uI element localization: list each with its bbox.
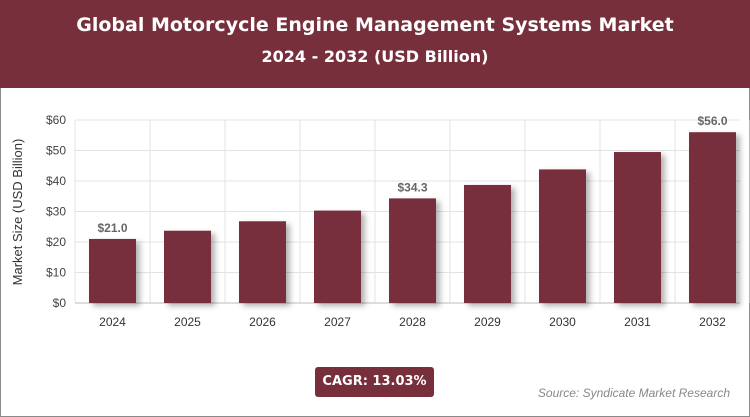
x-tick-label: 2025 (174, 315, 201, 329)
y-tick-label: $10 (46, 266, 66, 280)
y-tick-label: $40 (46, 174, 66, 188)
x-tick-label: 2028 (399, 315, 426, 329)
data-label: $34.3 (397, 180, 427, 194)
source-note: Source: Syndicate Market Research (537, 386, 730, 400)
bar-2028 (389, 198, 436, 303)
x-tick-label: 2031 (624, 315, 651, 329)
bar-2032 (689, 132, 736, 303)
bar-2024 (89, 238, 136, 303)
y-tick-label: $30 (46, 205, 66, 219)
y-axis-label: Market Size (USD Billion) (10, 139, 25, 286)
bar-2026 (239, 221, 286, 303)
x-tick-label: 2027 (324, 315, 351, 329)
x-tick-label: 2030 (549, 315, 576, 329)
bar-2027 (314, 210, 361, 303)
x-tick-label: 2026 (249, 315, 276, 329)
y-tick-label: $0 (53, 296, 67, 310)
bar-2029 (464, 184, 511, 303)
bar-2025 (164, 230, 211, 303)
bar-2030 (539, 169, 586, 303)
data-label: $21.0 (97, 221, 127, 235)
chart-title: Global Motorcycle Engine Management Syst… (76, 14, 674, 36)
x-tick-label: 2032 (699, 315, 726, 329)
y-tick-label: $50 (46, 144, 66, 158)
chart-header: Global Motorcycle Engine Management Syst… (0, 0, 750, 88)
x-tick-label: 2024 (99, 315, 126, 329)
x-tick-label: 2029 (474, 315, 501, 329)
chart-subtitle: 2024 - 2032 (USD Billion) (261, 47, 489, 66)
cagr-badge: CAGR: 13.03% (315, 367, 434, 397)
bar-2031 (614, 152, 661, 303)
y-tick-label: $60 (46, 113, 66, 127)
y-tick-label: $20 (46, 235, 66, 249)
data-label: $56.0 (697, 114, 727, 128)
